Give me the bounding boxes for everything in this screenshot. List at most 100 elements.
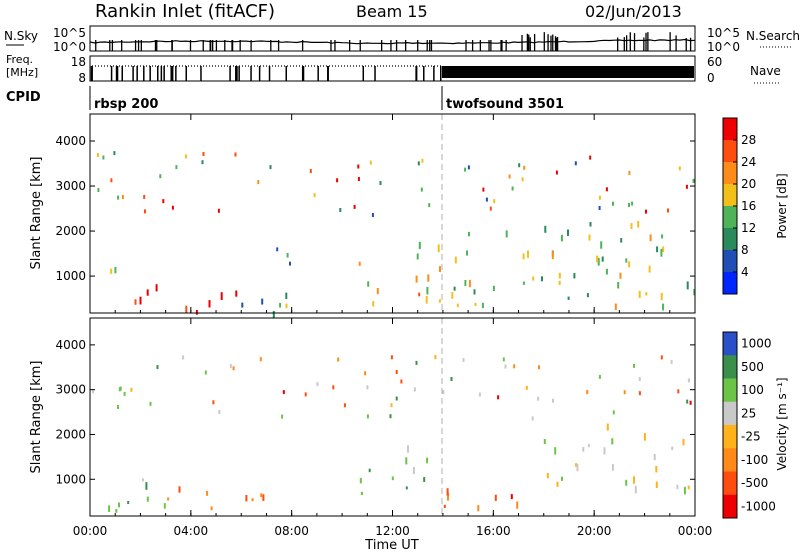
nave-label: Nave [750, 64, 781, 78]
colorbar-tick-label: 4 [741, 265, 749, 279]
echo-cell [418, 292, 421, 297]
echo-cell [212, 400, 215, 405]
freq-tick-top: 18 [71, 55, 86, 69]
echo-cell [587, 443, 590, 448]
echo-cell [289, 261, 291, 266]
nsearch-tick-top: 10^5 [707, 26, 740, 40]
echo-cell [369, 160, 372, 165]
echo-cell [309, 169, 312, 173]
echo-cell [395, 370, 398, 374]
echo-cell [417, 161, 420, 166]
echo-cell [110, 268, 113, 274]
nsearch-tick-bottom: 10^0 [707, 40, 740, 54]
echo-cell [598, 195, 601, 200]
velocity-colorbar-swatches [723, 332, 737, 519]
echo-cell [513, 364, 516, 369]
echo-cell [653, 454, 656, 461]
echo-cell [427, 274, 430, 282]
power-ylabel: Slant Range [km] [29, 157, 44, 270]
echo-cell [586, 293, 589, 298]
echo-cell [167, 497, 170, 501]
radar-title: Rankin Inlet (fitACF) [95, 1, 275, 22]
colorbar-tick-label: 24 [741, 155, 756, 169]
echo-cell [605, 268, 608, 275]
echo-cell [656, 246, 659, 253]
echo-cell [667, 208, 669, 213]
colorbar-tick-label: -500 [741, 476, 768, 490]
power-colorbar: 28 24 20 16 12 8 4 Power [dB] [722, 117, 789, 295]
colorbar-swatch [723, 162, 737, 185]
echo-cell [110, 178, 113, 183]
echo-cell [634, 485, 637, 494]
echo-cell [447, 492, 449, 501]
echo-cell [146, 496, 149, 502]
echo-cell [368, 468, 371, 473]
colorbar-tick-label: -25 [741, 430, 761, 444]
echo-cell [612, 410, 615, 415]
echo-cell [178, 486, 181, 493]
colorbar-swatch [723, 494, 737, 519]
echo-cell [693, 289, 696, 296]
y-tick-label: 4000 [55, 338, 86, 352]
echo-cell [426, 457, 429, 464]
echo-cell [561, 476, 563, 481]
cpid-panel: CPID rbsp 200 twofsound 3501 [6, 86, 564, 112]
echo-cell [400, 379, 403, 384]
power-y-ticks: 1000 2000 3000 4000 [55, 134, 695, 283]
x-tick-label: 00:00 [73, 524, 108, 538]
echo-cell [407, 445, 409, 453]
echo-cell [655, 481, 658, 488]
colorbar-swatch [723, 184, 737, 207]
echo-cell [217, 208, 220, 213]
echo-cell [588, 234, 591, 241]
echo-cell [454, 256, 457, 264]
echo-cell [201, 160, 204, 165]
echo-cell [628, 170, 631, 175]
echo-cell [358, 261, 361, 266]
echo-cell [281, 414, 284, 419]
echo-cell [546, 473, 549, 479]
velocity-colorbar-label: Velocity [m s⁻¹] [775, 377, 789, 470]
echo-cell [234, 152, 237, 157]
echo-cell [603, 447, 606, 455]
echo-cell [123, 391, 126, 396]
echo-cell [96, 153, 99, 157]
echo-cell [493, 199, 496, 204]
echo-cell [586, 390, 589, 395]
echo-cell [162, 199, 165, 204]
y-tick-label: 4000 [55, 134, 86, 148]
echo-cell [420, 187, 423, 192]
echo-cell [541, 276, 543, 282]
colorbar-swatch [723, 332, 737, 356]
echo-cell [677, 389, 680, 394]
echo-cell [661, 234, 664, 239]
date-label: 02/Jun/2013 [585, 2, 682, 21]
echo-cell [313, 193, 316, 198]
velocity-panel: 1000 2000 3000 4000 00:00 04:00 08:00 12:00 16:… [29, 317, 712, 553]
echo-cell [623, 390, 626, 395]
echo-cell [357, 177, 360, 181]
echo-cell [206, 491, 209, 496]
echo-cell [543, 439, 546, 445]
echo-cell [655, 466, 658, 473]
echo-cell [108, 505, 111, 512]
echo-cell [113, 151, 116, 156]
power-colorbar-swatches [723, 118, 737, 295]
echo-cell [261, 298, 264, 305]
echo-cell [683, 486, 686, 495]
echo-cell [494, 494, 497, 501]
echo-cell [343, 403, 346, 408]
echo-cell [676, 484, 679, 490]
echo-cell [611, 463, 614, 471]
echo-cell [390, 403, 393, 408]
echo-cell [638, 290, 641, 298]
cpid-mode-2: twofsound 3501 [446, 97, 564, 112]
echo-cell [245, 495, 248, 502]
colorbar-swatch [723, 355, 737, 379]
echo-cell [662, 246, 665, 252]
echo-cell [428, 203, 431, 208]
echo-cell [339, 208, 342, 212]
velocity-ylabel: Slant Range [km] [29, 361, 44, 474]
echo-cell [144, 209, 146, 214]
echo-cell [412, 467, 415, 475]
